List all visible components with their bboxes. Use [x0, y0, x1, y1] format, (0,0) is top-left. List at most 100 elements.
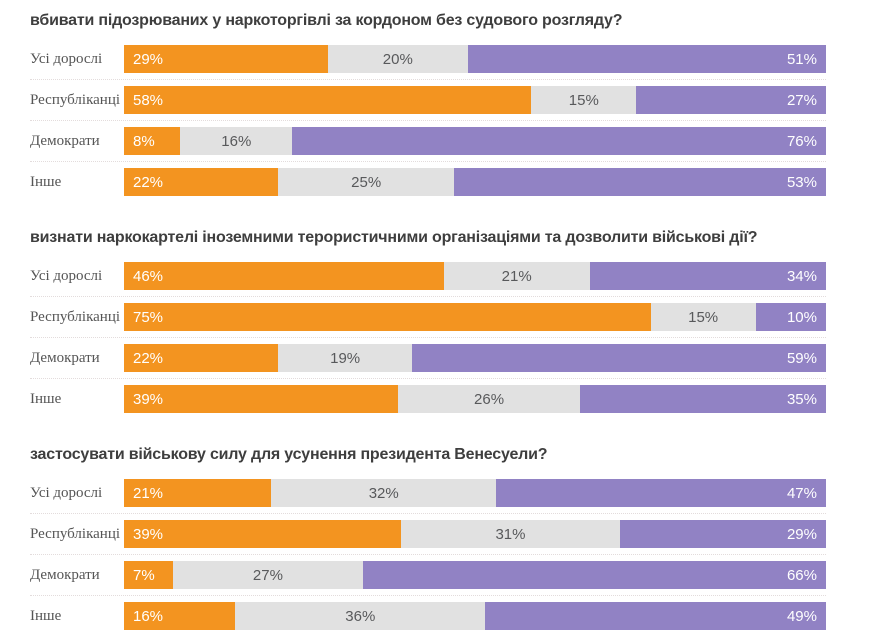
row-category-label: Усі дорослі [30, 267, 103, 284]
bar-value-label: 21% [501, 267, 532, 285]
bar-value-label: 10% [786, 308, 817, 326]
chart-section: вбивати підозрюваних у наркоторгівлі за … [30, 12, 826, 202]
chart-row: Інше 16% 36% 49% [30, 595, 826, 636]
bar-value-label: 35% [786, 390, 817, 408]
bar-segment-gray: 27% [173, 561, 363, 589]
chart-row: Демократи 7% 27% 66% [30, 554, 826, 595]
row-category-label: Усі дорослі [30, 50, 103, 67]
charts-root: вбивати підозрюваних у наркоторгівлі за … [30, 12, 826, 636]
chart-row: Демократи 22% 19% 59% [30, 337, 826, 378]
row-category-label: Інше [30, 390, 62, 407]
bar-segment-gray: 31% [400, 520, 621, 548]
bar-segment-purple: 66% [362, 561, 826, 589]
bar-segment-gray: 15% [531, 86, 637, 114]
bar-segment-orange: 46% [124, 262, 444, 290]
row-category-label: Усі дорослі [30, 484, 103, 501]
bar-value-label: 8% [133, 132, 155, 150]
stacked-bar: 75% 15% 10% [124, 303, 826, 331]
chart-rows: Усі дорослі 46% 21% 34% Республіканці 75% 1… [30, 256, 826, 419]
bar-value-label: 59% [786, 349, 817, 367]
bar-value-label: 49% [786, 607, 817, 625]
bar-value-label: 53% [786, 173, 817, 191]
chart-row: Республіканці 75% 15% 10% [30, 296, 826, 337]
chart-row: Інше 39% 26% 35% [30, 378, 826, 419]
bar-value-label: 15% [568, 91, 599, 109]
bar-value-label: 27% [786, 91, 817, 109]
bar-value-label: 39% [133, 390, 164, 408]
bar-segment-purple: 27% [636, 86, 826, 114]
bar-value-label: 27% [252, 566, 283, 584]
bar-value-label: 22% [133, 349, 164, 367]
stacked-bar: 8% 16% 76% [124, 127, 826, 155]
bar-value-label: 15% [688, 308, 719, 326]
stacked-bar: 58% 15% 27% [124, 86, 826, 114]
bar-segment-gray: 21% [443, 262, 590, 290]
stacked-bar: 46% 21% 34% [124, 262, 826, 290]
bar-value-label: 29% [133, 50, 164, 68]
chart-section: визнати наркокартелі іноземними терорист… [30, 229, 826, 419]
bar-segment-purple: 51% [467, 45, 826, 73]
bar-value-label: 34% [786, 267, 817, 285]
bar-segment-gray: 25% [278, 168, 454, 196]
bar-segment-purple: 35% [580, 385, 826, 413]
bar-segment-purple: 53% [453, 168, 826, 196]
chart-title: застосувати військову силу для усунення … [30, 446, 548, 463]
bar-segment-orange: 7% [124, 561, 174, 589]
bar-segment-purple: 76% [292, 127, 826, 155]
stacked-bar: 39% 26% 35% [124, 385, 826, 413]
bar-segment-purple: 10% [755, 303, 826, 331]
stacked-bar: 21% 32% 47% [124, 479, 826, 507]
chart-row: Демократи 8% 16% 76% [30, 120, 826, 161]
bar-segment-orange: 21% [124, 479, 272, 507]
bar-value-label: 75% [133, 308, 164, 326]
bar-value-label: 47% [786, 484, 817, 502]
bar-value-label: 21% [133, 484, 164, 502]
chart-title: визнати наркокартелі іноземними терорист… [30, 229, 758, 246]
chart-row: Усі дорослі 29% 20% 51% [30, 39, 826, 79]
bar-segment-orange: 58% [124, 86, 532, 114]
chart-row: Інше 22% 25% 53% [30, 161, 826, 202]
bar-segment-orange: 16% [124, 602, 236, 630]
bar-value-label: 20% [382, 50, 413, 68]
row-category-label: Демократи [30, 349, 100, 366]
bar-segment-gray: 15% [650, 303, 756, 331]
bar-segment-gray: 19% [278, 344, 412, 372]
bar-value-label: 16% [133, 607, 164, 625]
row-category-label: Республіканці [30, 308, 121, 325]
stacked-bar: 7% 27% 66% [124, 561, 826, 589]
chart-row: Республіканці 39% 31% 29% [30, 513, 826, 554]
bar-value-label: 39% [133, 525, 164, 543]
row-category-label: Інше [30, 173, 62, 190]
bar-segment-gray: 36% [235, 602, 486, 630]
stacked-bar: 29% 20% 51% [124, 45, 826, 73]
bar-value-label: 31% [495, 525, 526, 543]
row-category-label: Республіканці [30, 525, 121, 542]
row-category-label: Республіканці [30, 91, 121, 108]
bar-segment-orange: 8% [124, 127, 181, 155]
bar-value-label: 7% [133, 566, 155, 584]
bar-segment-purple: 49% [485, 602, 826, 630]
bar-value-label: 16% [221, 132, 252, 150]
chart-row: Республіканці 58% 15% 27% [30, 79, 826, 120]
bar-segment-purple: 59% [411, 344, 826, 372]
row-category-label: Демократи [30, 132, 100, 149]
stacked-bar: 22% 25% 53% [124, 168, 826, 196]
bar-value-label: 19% [330, 349, 361, 367]
row-category-label: Демократи [30, 566, 100, 583]
chart-section: застосувати військову силу для усунення … [30, 446, 826, 636]
bar-segment-gray: 32% [271, 479, 497, 507]
chart-title: вбивати підозрюваних у наркоторгівлі за … [30, 12, 623, 29]
bar-segment-orange: 22% [124, 344, 279, 372]
bar-segment-purple: 29% [620, 520, 826, 548]
bar-segment-orange: 29% [124, 45, 328, 73]
bar-value-label: 26% [474, 390, 505, 408]
bar-value-label: 25% [351, 173, 382, 191]
bar-value-label: 36% [345, 607, 376, 625]
bar-segment-orange: 39% [124, 385, 398, 413]
chart-rows: Усі дорослі 21% 32% 47% Республіканці 39% 3… [30, 473, 826, 636]
bar-segment-orange: 22% [124, 168, 279, 196]
bar-segment-purple: 34% [589, 262, 826, 290]
bar-segment-gray: 16% [180, 127, 293, 155]
bar-value-label: 58% [133, 91, 164, 109]
